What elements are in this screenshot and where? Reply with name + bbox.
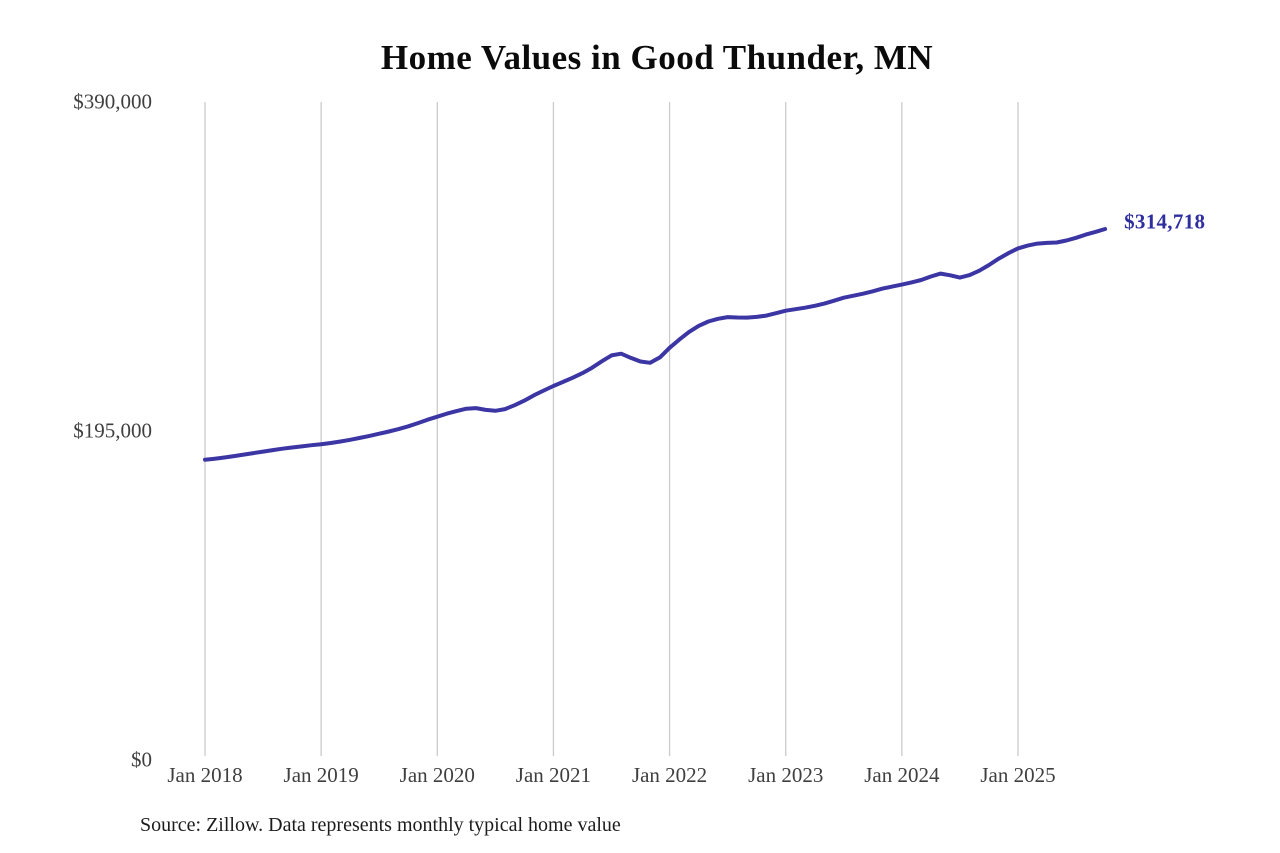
x-tick-label: Jan 2023 [748,763,824,787]
gridlines [204,102,1019,756]
source-note: Source: Zillow. Data represents monthly … [140,814,621,836]
end-value-label: $314,718 [1124,209,1206,234]
y-tick-label: $0 [131,747,152,772]
chart-title: Home Values in Good Thunder, MN [380,38,934,77]
home-value-line [203,227,1108,462]
y-tick-label: $195,000 [73,418,152,443]
x-tick-label: Jan 2022 [631,763,708,787]
x-tick-label: Jan 2025 [980,763,1056,787]
x-tick-label: Jan 2018 [167,763,243,787]
x-tick-label: Jan 2019 [283,763,359,787]
x-tick-label: Jan 2020 [399,763,475,787]
y-tick-label: $390,000 [73,89,152,114]
x-tick-label: Jan 2021 [515,763,592,787]
x-tick-label: Jan 2024 [864,763,940,787]
